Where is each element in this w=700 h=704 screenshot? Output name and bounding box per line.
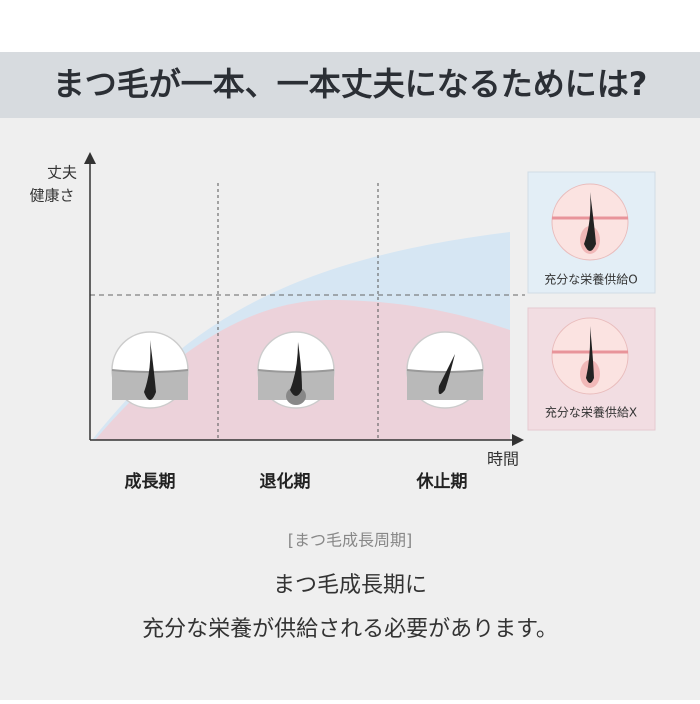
follicle-growth <box>111 331 189 409</box>
legend-follicle <box>551 183 629 261</box>
caption: [まつ毛成長周期] <box>288 531 413 550</box>
y-axis-label: 健康さ <box>29 187 74 205</box>
legend-follicle <box>551 317 629 395</box>
top-margin <box>0 0 700 52</box>
legend-label: 充分な栄養供給O <box>544 272 637 287</box>
phase-label: 休止期 <box>416 471 468 492</box>
message-line: まつ毛成長期に <box>273 573 427 598</box>
title: まつ毛が一本、一本丈夫になるためには? <box>53 65 648 103</box>
phase-label: 成長期 <box>125 471 176 492</box>
x-axis-label: 時間 <box>487 450 519 469</box>
message-line: 充分な栄養が供給される必要があります。 <box>142 617 558 642</box>
y-axis-label: 丈夫 <box>47 164 77 182</box>
phase-label: 退化期 <box>260 471 311 492</box>
follicle-resting <box>406 331 484 409</box>
follicle-regression <box>257 331 335 409</box>
title-band <box>0 52 700 118</box>
legend-label: 充分な栄養供給X <box>545 405 637 420</box>
